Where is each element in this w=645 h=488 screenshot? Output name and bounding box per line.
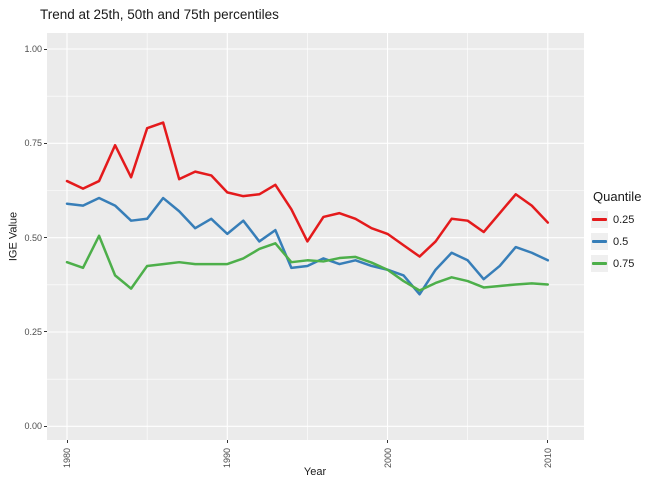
series-line-0_75 [65,234,550,292]
y-tick-mark [44,425,47,427]
chart-title: Trend at 25th, 50th and 75th percentiles [40,7,279,22]
x-tick-mark [547,440,549,443]
y-tick-label: 1.00 [24,44,42,54]
legend-key [591,211,608,228]
legend-key-line [592,240,607,243]
x-tick-mark [226,440,228,443]
series-line-0_25 [65,121,550,258]
legend: Quantile 0.25 0.5 0.75 [591,189,641,277]
legend-key [591,233,608,250]
x-tick-label: 2010 [542,447,553,469]
legend-key-line [592,218,607,221]
y-tick-label: 0.50 [24,232,42,243]
x-tick-label: 1980 [62,447,72,469]
y-tick-mark [44,331,47,333]
legend-title: Quantile [593,189,642,204]
y-tick-mark [44,48,47,50]
legend-item-label: 0.75 [613,257,635,270]
legend-item-label: 0.5 [613,235,629,248]
y-tick-label: 0.25 [24,326,42,337]
x-tick-mark [387,440,389,443]
y-axis-title: IGE Value [7,211,20,262]
y-tick-mark [44,142,47,144]
legend-key-line [592,262,607,265]
legend-item-label: 0.25 [613,213,635,226]
legend-key [591,255,608,272]
legend-item: 0.75 [591,255,641,272]
y-tick-label: 0.00 [24,421,42,432]
x-tick-mark [66,440,68,443]
series-line-0_5 [65,196,550,296]
x-axis-title: Year [303,466,327,478]
plot-panel [47,33,584,440]
y-tick-mark [44,237,47,239]
y-tick-label: 0.75 [24,138,42,149]
panel-svg [47,33,584,440]
legend-items: 0.25 0.5 0.75 [591,211,641,272]
legend-item: 0.5 [591,233,641,250]
legend-item: 0.25 [591,211,641,228]
